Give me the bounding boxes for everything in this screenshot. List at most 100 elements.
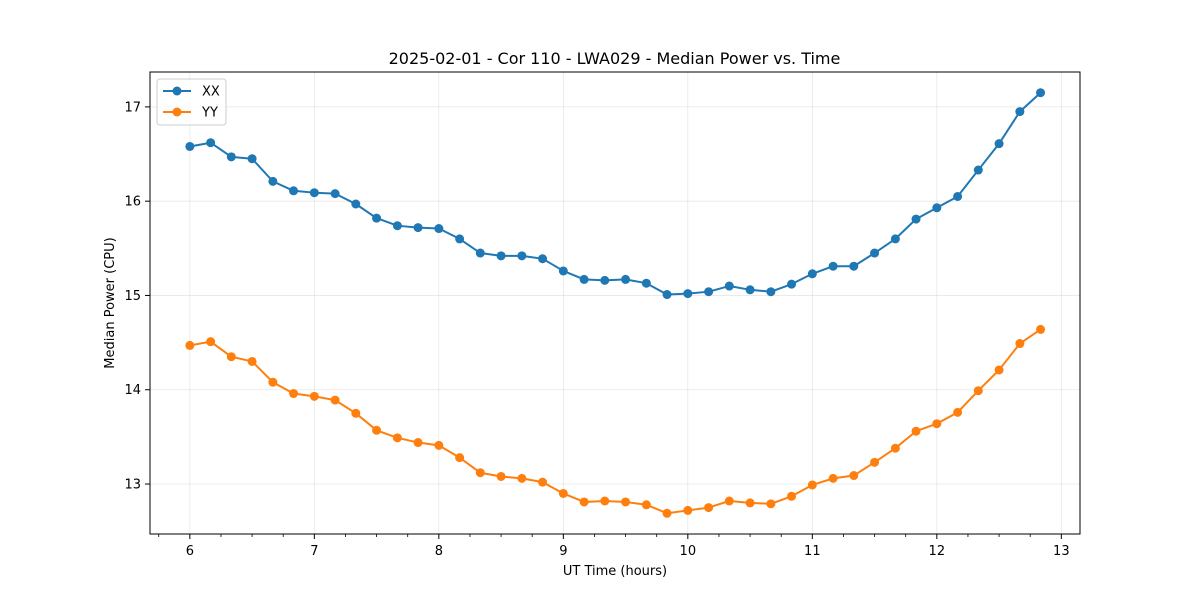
data-point-xx xyxy=(932,203,942,213)
axis-ticks: 6 7 8 9 10 11 12 13 13 14 15 16 17 xyxy=(124,100,1069,559)
data-point-yy xyxy=(932,419,942,429)
data-point-xx xyxy=(226,152,236,162)
series-layer xyxy=(185,88,1046,518)
data-point-yy xyxy=(745,498,755,508)
data-point-xx xyxy=(475,248,485,258)
data-point-yy xyxy=(787,491,797,501)
data-point-xx xyxy=(683,289,693,299)
y-tick-label: 17 xyxy=(124,100,141,115)
grid-lines xyxy=(150,72,1080,534)
y-axis-label: Median Power (CPU) xyxy=(103,237,118,368)
legend-label-xx: XX xyxy=(202,85,220,100)
data-point-yy xyxy=(724,496,734,506)
data-point-xx xyxy=(247,154,257,164)
data-point-yy xyxy=(517,473,527,483)
data-point-xx xyxy=(351,199,361,209)
data-point-yy xyxy=(828,473,838,483)
data-point-xx xyxy=(268,176,278,186)
data-point-xx xyxy=(787,279,797,289)
x-tick-label: 8 xyxy=(435,544,443,559)
data-point-xx xyxy=(600,275,610,285)
data-point-yy xyxy=(953,407,963,417)
data-point-yy xyxy=(911,426,921,436)
data-point-yy xyxy=(226,352,236,362)
data-point-xx xyxy=(289,186,299,196)
data-point-yy xyxy=(455,453,465,463)
data-point-xx xyxy=(309,188,319,198)
data-point-yy xyxy=(475,468,485,478)
y-tick-label: 13 xyxy=(124,478,141,493)
legend-marker-xx xyxy=(172,86,182,96)
data-point-xx xyxy=(973,165,983,175)
data-point-yy xyxy=(351,408,361,418)
y-tick-label: 14 xyxy=(124,383,141,398)
data-point-xx xyxy=(953,191,963,201)
data-point-yy xyxy=(621,497,631,507)
data-point-xx xyxy=(185,141,195,151)
data-point-xx xyxy=(911,214,921,224)
data-point-xx xyxy=(330,189,340,199)
x-tick-label: 10 xyxy=(680,544,697,559)
data-point-yy xyxy=(372,425,382,435)
data-point-xx xyxy=(455,234,465,244)
x-tick-label: 6 xyxy=(186,544,194,559)
legend-marker-yy xyxy=(172,107,182,117)
data-point-yy xyxy=(641,500,651,510)
data-point-xx xyxy=(870,248,880,258)
data-point-xx xyxy=(621,274,631,284)
data-point-yy xyxy=(330,395,340,405)
data-point-xx xyxy=(766,287,776,297)
series-xx xyxy=(185,88,1046,300)
data-point-yy xyxy=(392,433,402,443)
data-point-yy xyxy=(662,508,672,518)
data-point-yy xyxy=(704,503,714,513)
data-point-yy xyxy=(600,496,610,506)
data-point-yy xyxy=(309,391,319,401)
x-tick-label: 9 xyxy=(559,544,567,559)
data-point-yy xyxy=(206,337,216,347)
data-point-yy xyxy=(766,499,776,509)
data-point-yy xyxy=(1015,339,1025,349)
data-point-yy xyxy=(496,471,506,481)
data-point-yy xyxy=(579,497,589,507)
data-point-xx xyxy=(1015,107,1025,117)
legend: XX YY xyxy=(156,78,227,126)
chart-title: 2025-02-01 - Cor 110 - LWA029 - Median P… xyxy=(389,49,841,68)
legend-label-yy: YY xyxy=(201,106,218,121)
data-point-xx xyxy=(745,285,755,295)
data-point-yy xyxy=(247,356,257,366)
data-point-yy xyxy=(558,488,568,498)
data-point-yy xyxy=(538,477,548,487)
plot-area-frame xyxy=(149,71,1081,535)
data-point-yy xyxy=(1036,324,1046,334)
data-point-yy xyxy=(870,457,880,467)
data-point-xx xyxy=(704,287,714,297)
data-point-xx xyxy=(496,251,506,261)
data-point-xx xyxy=(807,269,817,279)
data-point-xx xyxy=(724,281,734,291)
data-point-yy xyxy=(289,389,299,399)
data-point-xx xyxy=(890,234,900,244)
data-point-xx xyxy=(849,261,859,271)
x-tick-label: 12 xyxy=(929,544,946,559)
x-tick-label: 7 xyxy=(310,544,318,559)
y-tick-label: 15 xyxy=(124,289,141,304)
data-point-yy xyxy=(268,377,278,387)
data-point-xx xyxy=(372,213,382,223)
data-point-yy xyxy=(413,438,423,448)
data-point-xx xyxy=(206,138,216,148)
data-point-xx xyxy=(641,278,651,288)
data-point-xx xyxy=(413,223,423,233)
data-point-yy xyxy=(849,471,859,481)
data-point-yy xyxy=(890,443,900,453)
data-point-yy xyxy=(807,480,817,490)
data-point-xx xyxy=(828,261,838,271)
data-point-xx xyxy=(994,139,1004,149)
data-point-xx xyxy=(662,290,672,300)
series-yy xyxy=(185,324,1046,518)
data-point-yy xyxy=(185,340,195,350)
x-tick-label: 13 xyxy=(1053,544,1070,559)
y-tick-label: 16 xyxy=(124,195,141,210)
data-point-xx xyxy=(579,274,589,284)
